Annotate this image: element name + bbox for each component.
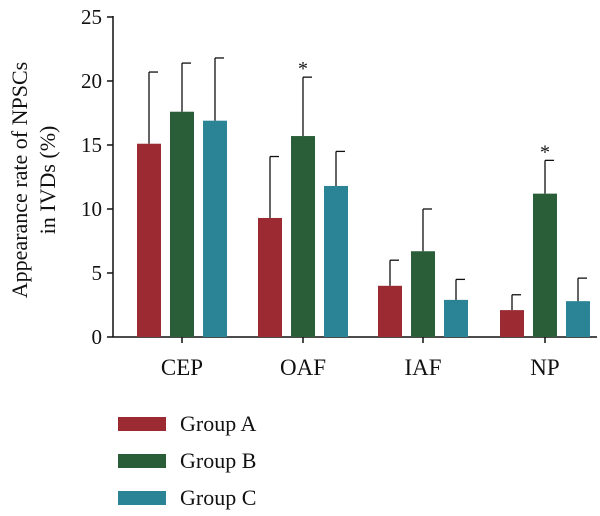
x-tick-label-iaf: IAF	[404, 355, 441, 380]
error-bar-group-c-oaf	[335, 150, 345, 186]
error-bar-group-b-cep	[181, 62, 191, 112]
bar-group-b-oaf	[291, 136, 315, 337]
y-tick-label: 0	[92, 325, 103, 349]
bar-group-a-oaf	[258, 217, 282, 337]
error-bar-group-b-iaf	[422, 208, 432, 252]
y-axis-title-line-1: Appearance rate of NPSCs	[7, 62, 32, 298]
legend-item-group-b: Group B	[118, 442, 256, 479]
bar-group-b-cep	[170, 111, 194, 337]
error-bar-group-b-np	[544, 159, 554, 194]
error-bar-group-c-np	[577, 277, 587, 302]
y-tick-label: 15	[81, 133, 102, 157]
error-bar-group-a-np	[511, 294, 521, 311]
error-bar-group-a-iaf	[389, 259, 399, 286]
legend-item-group-a: Group A	[118, 405, 256, 442]
bar-group-c-iaf	[444, 299, 468, 337]
error-bar-group-b-oaf	[302, 76, 312, 137]
legend-swatch-group-b	[118, 453, 166, 468]
bar-group-c-cep	[203, 120, 227, 338]
error-bars	[148, 57, 587, 311]
bar-group-c-oaf	[324, 185, 348, 337]
bar-group-b-iaf	[411, 251, 435, 337]
legend: Group A Group B Group C	[118, 405, 256, 516]
y-tick-label: 20	[81, 69, 102, 93]
annotations: **	[298, 58, 550, 163]
legend-item-group-c: Group C	[118, 479, 256, 516]
significance-marker: *	[540, 141, 550, 163]
error-bar-group-a-cep	[148, 71, 158, 144]
legend-label-group-a: Group A	[180, 410, 257, 436]
y-axis-title: Appearance rate of NPSCs in IVDs (%)	[7, 62, 60, 298]
significance-marker: *	[298, 58, 308, 80]
legend-label-group-b: Group B	[180, 447, 257, 473]
bar-group-a-iaf	[378, 285, 402, 337]
x-tick-label-np: NP	[530, 355, 559, 380]
bar-group-b-np	[533, 193, 557, 337]
y-tick-label: 5	[92, 261, 103, 285]
legend-swatch-group-c	[118, 490, 166, 505]
x-tick-label-oaf: OAF	[280, 355, 326, 380]
legend-swatch-group-a	[118, 416, 166, 431]
bar-group-c-np	[566, 301, 590, 337]
y-axis-title-line-2: in IVDs (%)	[35, 126, 60, 235]
error-bar-group-c-cep	[214, 57, 224, 121]
error-bar-group-c-iaf	[455, 278, 465, 300]
x-tick-label-cep: CEP	[161, 355, 203, 380]
bar-group-a-np	[500, 310, 524, 337]
axes: 0 5 10 15 20 25 CEP OAF IAF NP	[81, 5, 597, 380]
error-bar-group-a-oaf	[269, 155, 279, 218]
legend-label-group-c: Group C	[180, 484, 257, 510]
bars	[137, 111, 590, 338]
y-tick-label: 25	[81, 5, 102, 29]
bar-group-a-cep	[137, 143, 161, 337]
y-tick-label: 10	[81, 197, 102, 221]
